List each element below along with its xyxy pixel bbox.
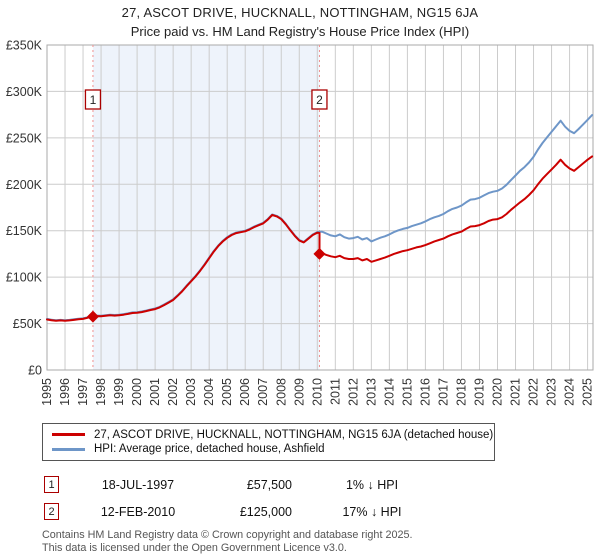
svg-text:2: 2 <box>316 93 323 107</box>
sale-1-price: £57,500 <box>246 477 292 492</box>
table-row: 1 18-JUL-1997 £57,500 1% ↓ HPI <box>44 475 442 494</box>
svg-text:2014: 2014 <box>382 378 396 406</box>
hpi-line-swatch <box>52 447 85 451</box>
y-axis-labels: £0 £50K £100K £150K £200K £250K £300K £350K <box>6 39 43 378</box>
svg-text:2007: 2007 <box>256 378 270 406</box>
property-series-line <box>46 155 594 322</box>
legend-item-hpi: HPI: Average price, detached house, Ashf… <box>52 443 485 455</box>
svg-text:£50K: £50K <box>13 317 43 331</box>
svg-text:2009: 2009 <box>292 378 306 406</box>
svg-text:£200K: £200K <box>6 178 43 192</box>
svg-text:2019: 2019 <box>472 378 486 406</box>
sale-2-hpi-diff: 17% ↓ HPI <box>342 504 402 519</box>
svg-text:£350K: £350K <box>6 39 43 53</box>
svg-text:£100K: £100K <box>6 271 43 285</box>
attribution-line-2: This data is licensed under the Open Gov… <box>42 541 347 554</box>
svg-text:2004: 2004 <box>202 378 216 406</box>
between-sales-shaded-band <box>92 45 320 370</box>
sale-2-price: £125,000 <box>239 504 292 519</box>
sale-1-hpi-diff: 1% ↓ HPI <box>345 477 399 492</box>
sale-1-date: 18-JUL-1997 <box>101 477 175 492</box>
x-axis-labels: 1995 1996 1997 1998 1999 2000 2001 2002 2003 2004… <box>40 378 595 406</box>
sales-table: 1 18-JUL-1997 £57,500 1% ↓ HPI 2 12-FEB-… <box>44 475 442 529</box>
sale-1-label-box: 1 <box>84 89 102 110</box>
svg-text:£0: £0 <box>28 364 42 378</box>
svg-text:2002: 2002 <box>166 378 180 406</box>
svg-text:2005: 2005 <box>220 378 234 406</box>
svg-text:2025: 2025 <box>581 378 595 406</box>
svg-text:2020: 2020 <box>490 378 504 406</box>
chart-legend: 27, ASCOT DRIVE, HUCKNALL, NOTTINGHAM, N… <box>42 423 495 461</box>
chart-header: 27, ASCOT DRIVE, HUCKNALL, NOTTINGHAM, N… <box>0 5 600 39</box>
svg-text:1998: 1998 <box>94 378 108 406</box>
legend-label-hpi: HPI: Average price, detached house, Ashf… <box>94 443 325 456</box>
svg-text:2003: 2003 <box>184 378 198 406</box>
svg-text:2016: 2016 <box>418 378 432 406</box>
svg-text:1995: 1995 <box>40 378 54 406</box>
sale-1-badge: 1 <box>44 476 59 493</box>
page-title: 27, ASCOT DRIVE, HUCKNALL, NOTTINGHAM, N… <box>121 5 479 20</box>
svg-text:2021: 2021 <box>509 378 523 406</box>
svg-text:1: 1 <box>90 93 97 107</box>
svg-text:1996: 1996 <box>58 378 72 406</box>
svg-text:2012: 2012 <box>346 378 360 406</box>
svg-text:£150K: £150K <box>6 224 43 238</box>
property-line-swatch <box>52 433 85 437</box>
svg-text:2001: 2001 <box>148 378 162 406</box>
sale-2-label-box: 2 <box>311 89 328 110</box>
sale-2-badge: 2 <box>44 503 59 520</box>
price-chart: 1 2 £0 £50K £100K £150K £200K £250K £300K £350K 19… <box>6 39 595 406</box>
sale-2-marker <box>313 247 326 260</box>
attribution-line-1: Contains HM Land Registry data © Crown c… <box>42 529 413 541</box>
svg-text:1999: 1999 <box>112 378 126 406</box>
plot-border <box>46 44 594 371</box>
svg-text:£300K: £300K <box>6 85 43 99</box>
legend-label-property: 27, ASCOT DRIVE, HUCKNALL, NOTTINGHAM, N… <box>94 428 494 441</box>
sale-1-marker <box>86 310 99 323</box>
svg-text:2018: 2018 <box>454 378 468 406</box>
page-subtitle: Price paid vs. HM Land Registry's House … <box>130 24 470 39</box>
svg-text:2008: 2008 <box>274 378 288 406</box>
svg-text:£250K: £250K <box>6 131 43 145</box>
svg-text:2013: 2013 <box>364 378 378 406</box>
svg-text:2022: 2022 <box>527 378 541 406</box>
legend-item-property: 27, ASCOT DRIVE, HUCKNALL, NOTTINGHAM, N… <box>52 429 493 441</box>
svg-text:2024: 2024 <box>563 378 577 406</box>
svg-text:2000: 2000 <box>130 378 144 406</box>
svg-text:2023: 2023 <box>545 378 559 406</box>
attribution-footer: Contains HM Land Registry data © Crown c… <box>42 529 412 555</box>
svg-text:2006: 2006 <box>238 378 252 406</box>
svg-text:1997: 1997 <box>76 378 90 406</box>
svg-text:2010: 2010 <box>310 378 324 406</box>
svg-text:2015: 2015 <box>400 378 414 406</box>
svg-text:2011: 2011 <box>328 378 342 405</box>
sale-2-date: 12-FEB-2010 <box>100 504 176 519</box>
table-row: 2 12-FEB-2010 £125,000 17% ↓ HPI <box>44 502 442 521</box>
svg-text:2017: 2017 <box>436 378 450 406</box>
